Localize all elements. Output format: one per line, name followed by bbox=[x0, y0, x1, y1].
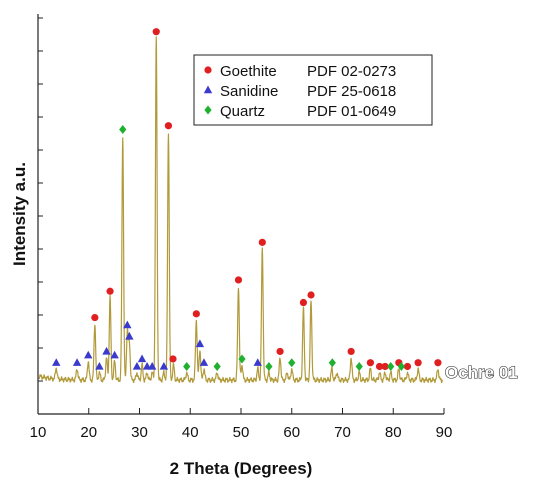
marker-quartz bbox=[213, 361, 221, 371]
marker-goethite bbox=[307, 291, 315, 299]
legend-phase-name: Sanidine bbox=[220, 83, 278, 100]
x-tick-label: 20 bbox=[80, 424, 97, 441]
marker-sanidine bbox=[52, 358, 61, 366]
marker-goethite bbox=[366, 359, 375, 367]
marker-sanidine bbox=[159, 361, 169, 370]
marker-sanidine bbox=[125, 331, 134, 340]
legend-phase-name: Quartz bbox=[220, 103, 265, 120]
marker-goethite bbox=[169, 355, 177, 363]
marker-goethite bbox=[91, 313, 99, 322]
marker-sanidine bbox=[137, 354, 147, 363]
legend-symbol-goethite bbox=[204, 66, 212, 74]
marker-quartz bbox=[183, 361, 191, 371]
y-minor-ticks bbox=[38, 17, 43, 415]
marker-sanidine bbox=[199, 358, 209, 366]
marker-sanidine bbox=[110, 350, 119, 359]
legend: Goethite PDF 02-0273 Sanidine PDF 25-0618 Qu… bbox=[193, 54, 433, 126]
series-label-ochre-01: Ochre 01 bbox=[445, 363, 518, 382]
marker-sanidine bbox=[72, 358, 82, 366]
legend-pdf-ref: PDF 02-0273 bbox=[307, 63, 396, 80]
legend-symbol-quartz bbox=[204, 105, 212, 115]
legend-box bbox=[193, 54, 433, 126]
x-tick-label: 10 bbox=[30, 424, 47, 441]
legend-item-quartz: Quartz PDF 01-0649 bbox=[204, 103, 396, 120]
phase-markers bbox=[52, 28, 442, 371]
marker-sanidine bbox=[147, 361, 157, 370]
series-line-ochre-01 bbox=[38, 36, 444, 384]
marker-goethite bbox=[106, 287, 114, 295]
marker-quartz bbox=[387, 361, 395, 371]
marker-quartz bbox=[328, 358, 336, 368]
marker-sanidine bbox=[102, 346, 111, 355]
marker-quartz bbox=[288, 358, 296, 368]
marker-sanidine bbox=[132, 361, 142, 370]
y-axis-title: Intensity a.u. bbox=[10, 162, 29, 266]
marker-sanidine bbox=[195, 339, 205, 348]
marker-goethite bbox=[414, 359, 422, 367]
legend-phase-name: Goethite bbox=[220, 63, 277, 80]
marker-goethite bbox=[258, 238, 266, 246]
marker-goethite bbox=[276, 347, 284, 356]
marker-quartz bbox=[119, 124, 127, 134]
marker-goethite bbox=[192, 310, 200, 318]
marker-quartz bbox=[238, 354, 246, 364]
marker-goethite bbox=[403, 362, 412, 371]
x-tick-label: 80 bbox=[385, 424, 402, 441]
x-tick-label: 30 bbox=[131, 424, 148, 441]
x-tick-label: 60 bbox=[283, 424, 300, 441]
marker-quartz bbox=[265, 361, 273, 371]
legend-item-sanidine: Sanidine PDF 25-0618 bbox=[203, 83, 396, 100]
x-ticks: 10 20 30 40 50 60 70 80 90 bbox=[30, 408, 453, 441]
marker-goethite bbox=[234, 276, 243, 284]
legend-pdf-ref: PDF 25-0618 bbox=[307, 83, 396, 100]
marker-sanidine bbox=[84, 350, 93, 359]
legend-pdf-ref: PDF 01-0649 bbox=[307, 103, 396, 120]
x-tick-label: 70 bbox=[334, 424, 351, 441]
marker-goethite bbox=[164, 122, 173, 130]
marker-goethite bbox=[152, 28, 160, 36]
marker-sanidine bbox=[253, 358, 262, 366]
marker-sanidine bbox=[123, 320, 132, 329]
marker-goethite bbox=[434, 359, 442, 367]
legend-symbol-sanidine bbox=[203, 85, 213, 94]
marker-quartz bbox=[355, 361, 363, 371]
legend-item-goethite: Goethite PDF 02-0273 bbox=[204, 63, 396, 80]
marker-goethite bbox=[299, 298, 308, 307]
x-tick-label: 40 bbox=[182, 424, 199, 441]
x-axis-title: 2 Theta (Degrees) bbox=[170, 459, 313, 478]
marker-quartz bbox=[397, 361, 405, 371]
marker-sanidine bbox=[95, 361, 104, 370]
marker-goethite bbox=[375, 362, 384, 371]
x-tick-label: 50 bbox=[233, 424, 250, 441]
marker-goethite bbox=[347, 347, 355, 356]
x-tick-label: 90 bbox=[436, 424, 453, 441]
marker-goethite bbox=[381, 362, 389, 371]
